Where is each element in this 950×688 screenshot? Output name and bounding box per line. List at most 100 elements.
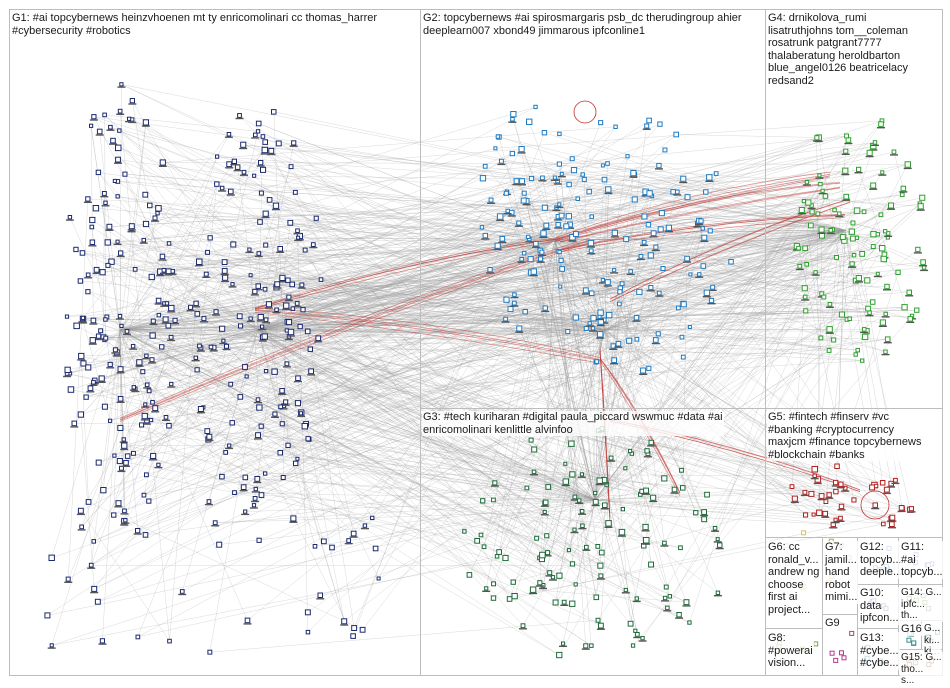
node-label-mark xyxy=(647,445,656,447)
node-label-mark xyxy=(595,483,604,486)
graph-node xyxy=(156,462,161,467)
node-label-mark xyxy=(515,331,524,333)
graph-node xyxy=(240,484,247,490)
graph-node xyxy=(703,189,709,195)
node-label-mark xyxy=(841,153,850,155)
graph-node xyxy=(566,181,572,188)
node-label-mark xyxy=(224,136,233,138)
node-label-mark xyxy=(131,390,140,393)
graph-node xyxy=(893,477,898,483)
graph-node xyxy=(159,344,165,350)
graph-node xyxy=(131,450,136,456)
node-label-mark xyxy=(881,316,890,318)
graph-node xyxy=(279,388,285,394)
graph-node xyxy=(216,541,223,548)
graph-node xyxy=(582,287,589,294)
graph-node xyxy=(888,202,894,209)
graph-node xyxy=(844,133,849,139)
graph-node xyxy=(645,222,652,228)
graph-node xyxy=(288,164,294,170)
graph-node xyxy=(144,382,150,388)
graph-node xyxy=(193,355,199,361)
node-label-mark xyxy=(655,295,664,297)
node-label-mark xyxy=(649,236,658,238)
graph-node xyxy=(657,121,663,127)
node-label-mark xyxy=(282,366,291,368)
graph-node xyxy=(908,506,915,512)
graph-node xyxy=(590,315,597,322)
graph-node xyxy=(98,328,104,334)
graph-node xyxy=(224,343,229,349)
node-label-mark xyxy=(800,494,809,497)
graph-node xyxy=(302,247,308,253)
node-label-mark xyxy=(598,282,607,284)
graph-node xyxy=(801,530,807,536)
graph-node xyxy=(636,288,643,296)
graph-node xyxy=(207,235,213,241)
graph-node xyxy=(295,456,300,461)
node-label-mark xyxy=(530,474,539,476)
graph-node xyxy=(547,570,553,576)
graph-node xyxy=(558,257,564,263)
graph-node xyxy=(847,316,852,321)
red-edge xyxy=(254,307,601,358)
graph-node xyxy=(256,537,262,543)
graph-node xyxy=(838,481,844,487)
graph-node xyxy=(143,402,148,407)
graph-node xyxy=(529,586,537,593)
graph-node xyxy=(605,186,612,193)
graph-node xyxy=(141,412,148,420)
graph-node xyxy=(569,471,576,478)
graph-node xyxy=(630,170,637,177)
node-label-mark xyxy=(100,196,109,198)
graph-node xyxy=(294,301,300,306)
graph-node xyxy=(838,503,845,510)
graph-node xyxy=(662,595,668,601)
graph-node xyxy=(117,396,124,402)
red-edge xyxy=(559,187,841,243)
group-panel-g2 xyxy=(420,9,766,409)
graph-node xyxy=(237,394,244,400)
graph-node xyxy=(814,135,820,141)
graph-node xyxy=(670,189,676,195)
graph-node xyxy=(865,305,871,312)
graph-node xyxy=(889,514,896,521)
graph-node xyxy=(594,359,600,364)
graph-node xyxy=(119,82,124,87)
graph-node xyxy=(141,492,147,498)
graph-node xyxy=(301,423,309,430)
graph-node xyxy=(372,545,379,552)
node-label-mark xyxy=(695,223,704,225)
graph-node xyxy=(284,361,290,367)
graph-node xyxy=(206,499,212,504)
graph-node xyxy=(855,347,860,353)
graph-node xyxy=(296,235,301,240)
graph-node xyxy=(920,259,926,265)
graph-node xyxy=(541,130,548,136)
graph-node xyxy=(589,214,594,219)
graph-node xyxy=(179,589,185,594)
graph-node xyxy=(79,524,85,530)
node-label-mark xyxy=(865,155,874,158)
graph-node xyxy=(838,515,843,521)
graph-node xyxy=(802,294,808,300)
graph-node xyxy=(804,180,810,185)
graph-node xyxy=(307,346,314,352)
red-edge xyxy=(559,187,841,243)
graph-node xyxy=(891,149,897,155)
graph-node xyxy=(642,523,649,531)
graph-node xyxy=(80,360,87,367)
graph-node xyxy=(122,508,127,514)
graph-node xyxy=(108,124,113,130)
graph-node xyxy=(91,114,97,120)
graph-node xyxy=(228,381,234,387)
node-label-mark xyxy=(258,328,267,331)
graph-node xyxy=(255,283,261,289)
graph-node xyxy=(510,117,515,122)
graph-node xyxy=(117,108,123,114)
node-label-mark xyxy=(89,323,98,325)
node-label-mark xyxy=(825,306,834,308)
graph-node xyxy=(317,592,323,598)
node-label-mark xyxy=(702,296,711,298)
graph-node xyxy=(833,657,839,663)
